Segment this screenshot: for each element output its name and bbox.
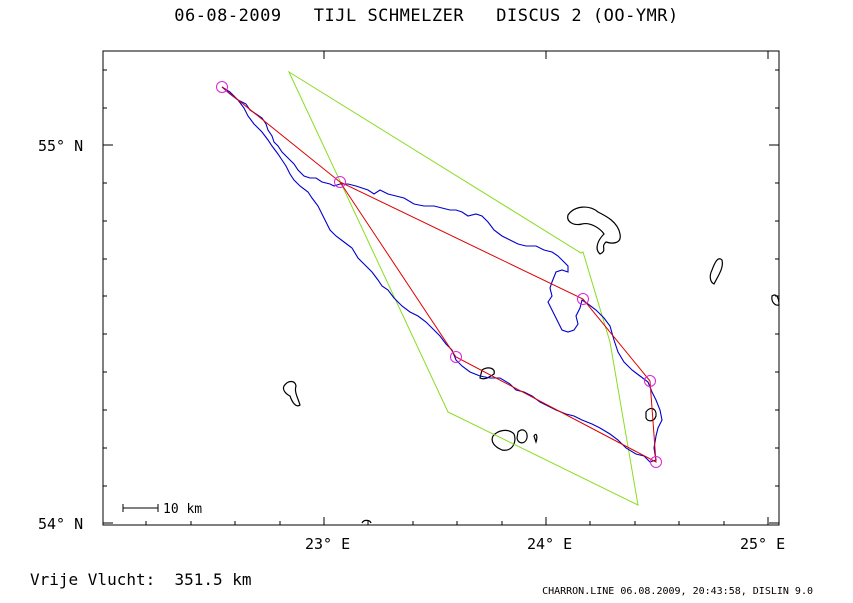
turnpoint-marker xyxy=(644,375,656,387)
turnpoints xyxy=(216,81,662,468)
scale-bar-label: 10 km xyxy=(163,502,202,517)
turnpoint-marker xyxy=(216,81,228,93)
distance-label: Vrije Vlucht: xyxy=(30,570,156,589)
turnpoint-marker xyxy=(577,293,589,305)
lat-label-55: 55° N xyxy=(38,137,83,155)
free-flight-distance: Vrije Vlucht: 351.5 km xyxy=(30,570,252,589)
flight-track xyxy=(221,86,663,463)
minor-ticks xyxy=(103,69,779,525)
lake-center xyxy=(479,367,495,380)
fai-sector xyxy=(287,70,639,506)
lat-label-54: 54° N xyxy=(38,515,83,533)
turnpoint-marker xyxy=(334,176,346,188)
turnpoint-marker xyxy=(450,351,462,363)
distance-value: 351.5 km xyxy=(174,570,252,589)
lake-bottom xyxy=(361,519,372,524)
scale-bar: 10 km xyxy=(122,502,202,517)
route-lines xyxy=(221,86,657,463)
map-frame xyxy=(102,50,780,526)
lon-label-23: 23° E xyxy=(305,535,350,553)
map-title: 06-08-2009 TIJL SCHMELZER DISCUS 2 (OO-Y… xyxy=(174,6,679,26)
lake-northeast xyxy=(567,206,621,255)
lakes xyxy=(282,206,780,524)
lake-west xyxy=(282,380,301,407)
lon-label-25: 25° E xyxy=(740,535,785,553)
turnpoint-marker xyxy=(650,456,662,468)
software-info: CHARRON.LINE 06.08.2009, 20:43:58, DISLI… xyxy=(542,586,813,597)
lake-southeast xyxy=(645,407,657,422)
lake-south-3 xyxy=(533,433,538,444)
lake-south xyxy=(491,429,516,451)
lake-edge xyxy=(771,294,780,306)
lon-label-24: 24° E xyxy=(527,535,572,553)
lake-south-2 xyxy=(516,429,528,444)
axis-ticks xyxy=(103,51,779,525)
lake-east xyxy=(709,258,723,285)
